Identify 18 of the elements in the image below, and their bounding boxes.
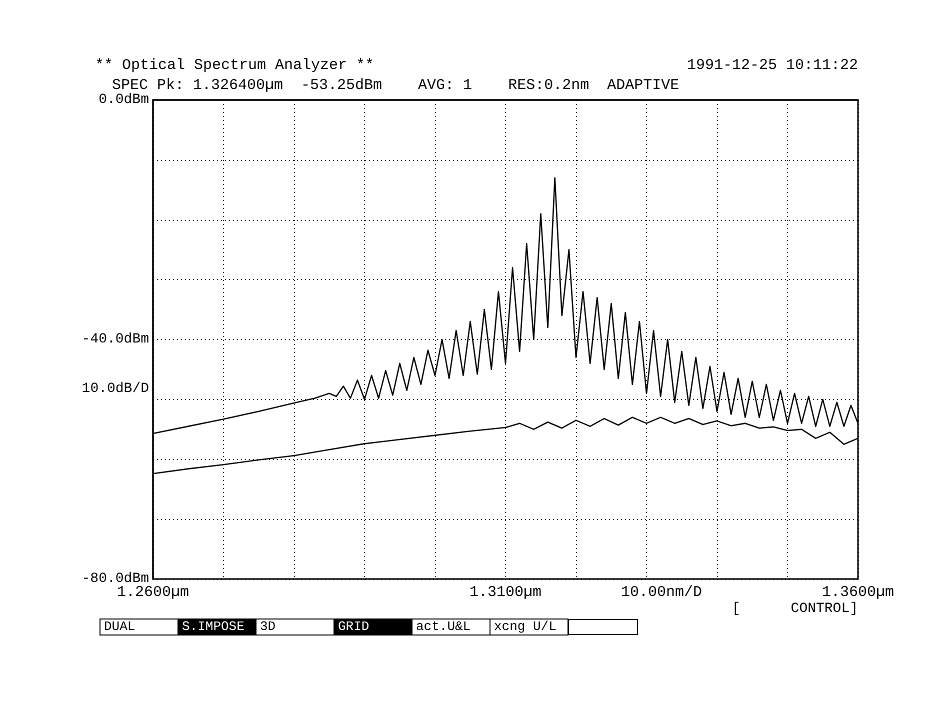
x-tick-label: 1.3600µm [822, 584, 894, 601]
text: [ CONTROL] [732, 601, 858, 617]
text: DUAL [104, 619, 136, 634]
y-tick-label: 0.0dBm [98, 92, 149, 108]
x-tick-label: 1.2600µm [116, 584, 190, 601]
text: S.IMPOSE [182, 619, 245, 634]
y-axis-title: 10.0dB/D [82, 381, 150, 397]
text: act.U&L [416, 619, 471, 634]
text: SPEC Pk: 1.326400µm -53.25dBm AVG: 1 RES:0.2nm ADAPTIVE [112, 77, 680, 94]
chart-subtitle: 1991-12-25 10:11:22 [686, 57, 858, 74]
y-tick-label: -80.0dBm [82, 571, 149, 587]
text: 3D [260, 619, 276, 634]
y-tick-label: -40.0dBm [82, 332, 149, 348]
text: xcng U/L [494, 619, 556, 634]
text: GRID [338, 619, 370, 634]
x-tick-label: 1.3100µm [469, 584, 542, 601]
chart-title: ** Optical Spectrum Analyzer ** [95, 57, 374, 74]
x-axis-title: 10.00nm/D [621, 584, 702, 601]
